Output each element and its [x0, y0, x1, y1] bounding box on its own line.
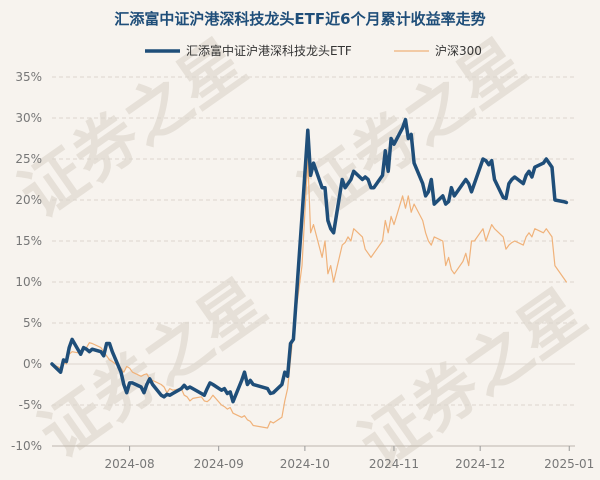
x-tick-label: 2024-08	[105, 457, 155, 471]
watermark-text: 证券之星	[347, 276, 599, 480]
watermark-text: 证券之星	[27, 266, 279, 473]
x-tick-label: 2024-09	[194, 457, 244, 471]
legend-label-fund: 汇添富中证沪港深科技龙头ETF	[186, 43, 352, 58]
x-tick-label: 2025-01	[544, 457, 594, 471]
y-tick-label: 35%	[15, 70, 42, 84]
x-tick-label: 2024-12	[455, 457, 505, 471]
y-tick-label: 15%	[15, 234, 42, 248]
y-tick-label: 30%	[15, 111, 42, 125]
x-tick-label: 2024-10	[280, 457, 330, 471]
x-tick-label: 2024-11	[369, 457, 419, 471]
legend-label-hs300: 沪深300	[435, 44, 482, 58]
y-tick-label: 5%	[23, 316, 42, 330]
y-axis: 35% 30% 25% 20% 15% 10% 5% 0% -5% -10%	[11, 70, 42, 453]
chart-title: 汇添富中证沪港深科技龙头ETF近6个月累计收益率走势	[114, 10, 485, 28]
y-tick-label: 0%	[23, 357, 42, 371]
y-tick-label: 25%	[15, 152, 42, 166]
y-tick-label: 20%	[15, 193, 42, 207]
legend: 汇添富中证沪港深科技龙头ETF 沪深300	[145, 43, 482, 58]
series-layer	[50, 117, 569, 429]
x-axis: 2024-08 2024-09 2024-10 2024-11 2024-12 2025-…	[52, 445, 594, 471]
series-line-fund	[50, 117, 569, 404]
y-tick-label: 10%	[15, 275, 42, 289]
series-line-hs300	[51, 158, 568, 429]
y-tick-label: -5%	[19, 398, 42, 412]
y-tick-label: -10%	[11, 439, 42, 453]
